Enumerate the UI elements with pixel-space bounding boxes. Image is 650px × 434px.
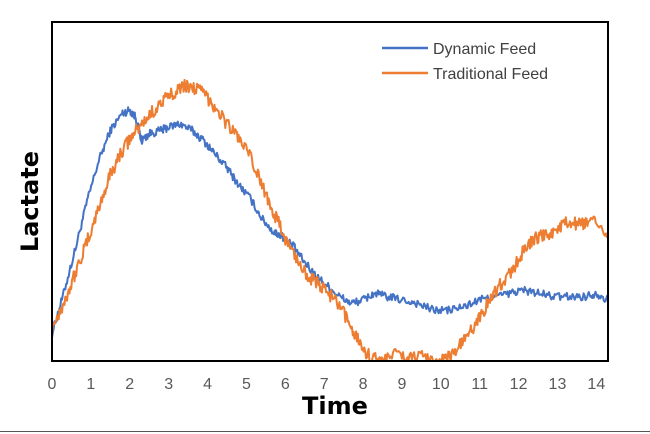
x-axis-ticks: 0 1 2 3 4 5 6 7 8 9 10 11 12 13 14 — [48, 376, 606, 393]
x-tick-label: 14 — [587, 376, 605, 393]
x-tick-label: 10 — [432, 376, 450, 393]
x-tick-label: 5 — [242, 376, 251, 393]
legend-label-dynamic-feed: Dynamic Feed — [433, 41, 536, 58]
x-tick-label: 12 — [510, 376, 528, 393]
legend: Dynamic Feed Traditional Feed — [382, 41, 548, 83]
x-axis-title: Time — [302, 392, 368, 420]
series-line-dynamic-feed — [51, 106, 609, 339]
plot-area-frame — [51, 21, 609, 362]
legend-label-traditional-feed: Traditional Feed — [433, 66, 548, 83]
x-tick-label: 0 — [48, 376, 57, 393]
x-tick-label: 7 — [320, 376, 329, 393]
x-tick-label: 13 — [549, 376, 567, 393]
x-tick-label: 6 — [281, 376, 290, 393]
x-tick-label: 4 — [203, 376, 212, 393]
x-tick-label: 3 — [164, 376, 173, 393]
bottom-divider — [0, 431, 650, 432]
y-axis-title: Lactate — [16, 151, 44, 252]
x-tick-label: 8 — [359, 376, 368, 393]
x-tick-label: 1 — [86, 376, 95, 393]
series-line-traditional-feed — [51, 78, 609, 362]
x-tick-label: 2 — [125, 376, 134, 393]
x-tick-label: 11 — [471, 376, 488, 393]
x-tick-label: 9 — [397, 376, 406, 393]
